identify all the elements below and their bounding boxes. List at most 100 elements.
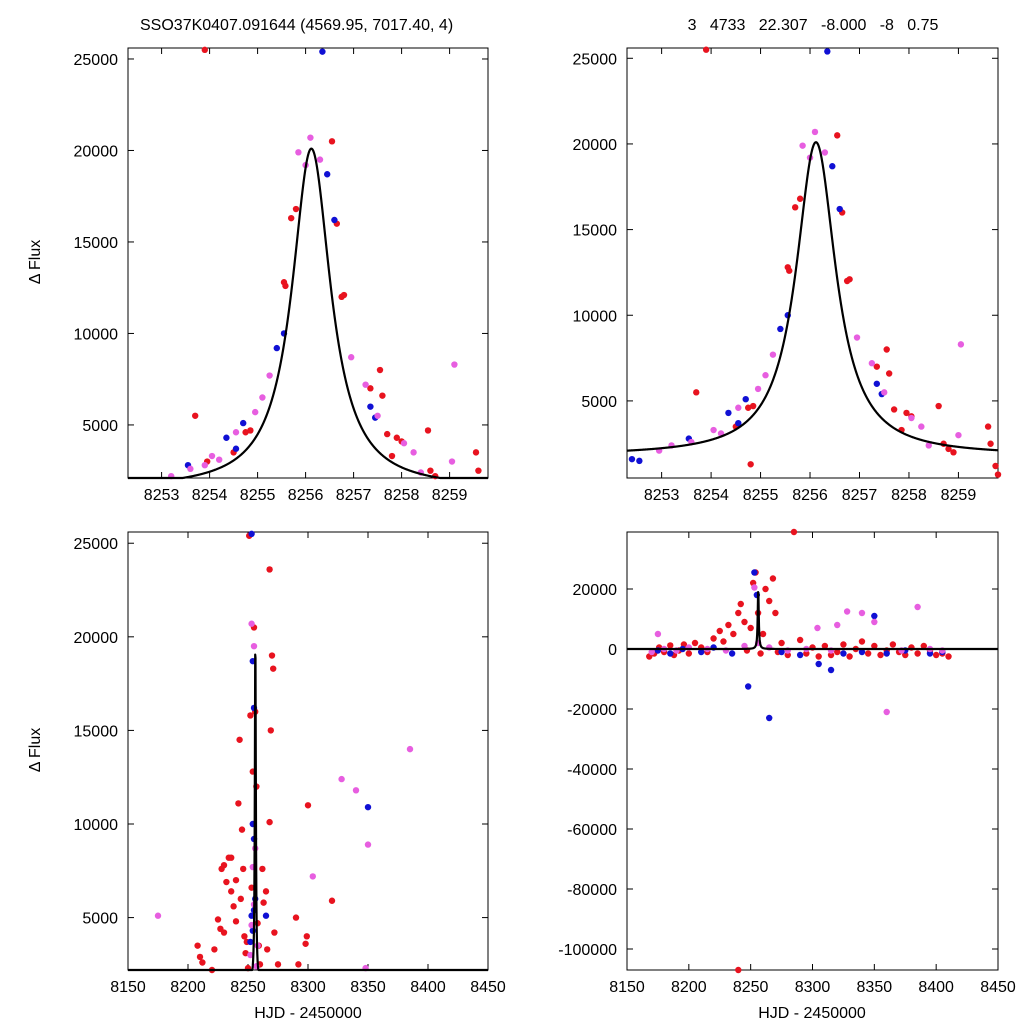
data-point-red [994, 471, 1002, 478]
data-point-violet [208, 452, 216, 460]
data-point-blue [751, 569, 758, 576]
model-curve [626, 591, 999, 651]
data-point-red [264, 946, 271, 953]
data-point-violet [410, 449, 417, 456]
data-point-violet [955, 431, 962, 439]
data-point-red [303, 933, 310, 940]
data-point-red [945, 445, 952, 453]
y-tick-label: 25000 [573, 51, 618, 68]
x-tick-label: 8256 [792, 487, 828, 504]
data-point-violet [362, 381, 369, 388]
data-point-red [791, 204, 799, 211]
data-point-red [194, 942, 201, 949]
data-point-red [384, 430, 391, 438]
x-tick-label: 8300 [795, 979, 831, 996]
data-point-red [920, 642, 927, 650]
data-point-violet [741, 642, 748, 650]
data-point-violet [309, 873, 316, 880]
data-point-blue [240, 419, 247, 427]
data-point-violet [252, 408, 259, 416]
y-tick-label: -100000 [558, 942, 617, 959]
data-point-violet [250, 642, 258, 650]
data-point-blue [883, 650, 890, 657]
data-point-blue [926, 650, 934, 657]
y-tick-label: 10000 [74, 326, 119, 343]
data-point-red [379, 392, 386, 399]
data-point-violet [248, 620, 255, 627]
y-tick-label: 20000 [573, 582, 618, 599]
data-point-red [270, 665, 277, 672]
data-point-red [223, 878, 230, 886]
data-point-violet [883, 708, 890, 716]
data-point-blue [778, 648, 785, 656]
data-point-red [192, 412, 199, 419]
x-tick-label: 8350 [350, 979, 386, 996]
data-point-red [741, 618, 748, 626]
y-tick-label: -80000 [567, 882, 617, 899]
data-point-red [693, 389, 700, 396]
data-point-violet [908, 414, 915, 422]
data-point-red [720, 638, 727, 645]
data-point-red [230, 903, 237, 910]
data-point-blue [725, 409, 732, 417]
y-tick-label: 10000 [74, 817, 119, 834]
data-point-blue [824, 48, 831, 55]
data-point-red [730, 630, 737, 638]
data-point-red [424, 427, 432, 434]
data-point-red [914, 650, 921, 657]
y-tick-label: 15000 [74, 235, 119, 252]
data-point-red [757, 650, 764, 657]
data-point-red [769, 575, 777, 582]
x-tick-label: 8250 [230, 979, 266, 996]
x-tick-label: 8253 [644, 487, 680, 504]
data-point-violet [266, 372, 273, 379]
data-points [646, 528, 952, 974]
x-tick-label: 8150 [609, 979, 645, 996]
data-point-violet [710, 426, 717, 434]
panel-bottom-left: 8150 8200 8250 8300 8350 8400 8450 5000 10000 150… [74, 530, 506, 996]
x-tick-label: 8250 [733, 979, 769, 996]
data-point-red [803, 650, 810, 657]
data-point-red [266, 566, 273, 573]
data-point-red [288, 214, 295, 222]
axis-ticks: 8253 8254 8255 8256 8257 8258 8259 5000 10000 150… [74, 48, 488, 504]
data-points [154, 530, 414, 974]
y-tick-label: 5000 [82, 911, 118, 928]
data-point-violet [881, 389, 888, 396]
data-point-red [328, 138, 336, 145]
data-point-violet [201, 461, 208, 469]
data-point-red [196, 953, 204, 961]
data-point-violet [307, 134, 314, 141]
data-point-blue [273, 344, 280, 352]
data-point-red [772, 609, 779, 617]
data-point-blue [262, 912, 270, 919]
data-point-red [747, 461, 754, 468]
data-point-red [984, 423, 992, 430]
data-point-violet [769, 351, 777, 358]
data-point-red [735, 966, 742, 974]
data-point-red [236, 736, 243, 743]
data-point-red [950, 449, 957, 456]
data-point-blue [742, 396, 749, 403]
data-point-violet [451, 361, 458, 368]
data-point-red [667, 642, 674, 649]
data-point-violet [868, 360, 876, 367]
data-point-red [237, 895, 244, 903]
data-point-violet [957, 341, 965, 348]
data-point-red [214, 916, 222, 923]
data-point-red [247, 427, 254, 434]
data-point-red [201, 46, 208, 54]
y-axis-label-top-left: Δ Flux [27, 240, 44, 284]
data-point-red [935, 402, 942, 410]
x-tick-label: 8300 [290, 979, 326, 996]
data-point-red [902, 651, 909, 659]
y-tick-label: 5000 [581, 394, 617, 411]
data-points [628, 46, 1002, 478]
y-tick-label: 0 [608, 642, 617, 659]
data-point-red [883, 346, 890, 353]
y-tick-label: 5000 [82, 418, 118, 435]
data-point-blue [247, 938, 254, 946]
x-tick-label: 8350 [857, 979, 893, 996]
data-point-blue [735, 419, 742, 427]
x-tick-label: 8253 [144, 487, 180, 504]
